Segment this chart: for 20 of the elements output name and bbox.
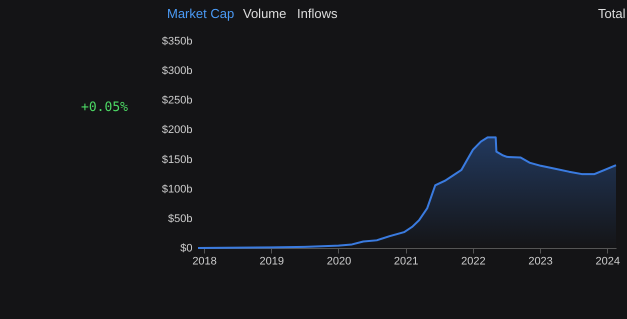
x-tick-label: 2023 xyxy=(528,256,553,268)
y-tick-label: $0 xyxy=(180,242,192,254)
y-tick-label: $250b xyxy=(162,94,192,107)
text: Volume xyxy=(243,6,286,21)
x-tick-label: 2021 xyxy=(394,256,418,268)
x-tick-label: 2024 xyxy=(596,256,620,268)
text: Market Cap xyxy=(167,6,234,21)
y-tick-label: $100b xyxy=(162,183,192,196)
text: Inflows xyxy=(297,6,338,21)
y-tick-label: $50b xyxy=(168,212,192,225)
text: +0.05% xyxy=(81,100,128,115)
y-tick-label: $350b xyxy=(162,36,192,48)
x-tick-label: 2020 xyxy=(326,256,352,268)
y-tick-label: $300b xyxy=(162,65,192,78)
x-tick-label: 2019 xyxy=(260,256,284,268)
y-tick-label: $200b xyxy=(162,124,192,136)
x-tick-label: 2022 xyxy=(461,256,486,268)
text: Total xyxy=(598,6,626,21)
x-tick-label: 2018 xyxy=(192,256,217,268)
y-tick-label: $150b xyxy=(162,154,192,166)
